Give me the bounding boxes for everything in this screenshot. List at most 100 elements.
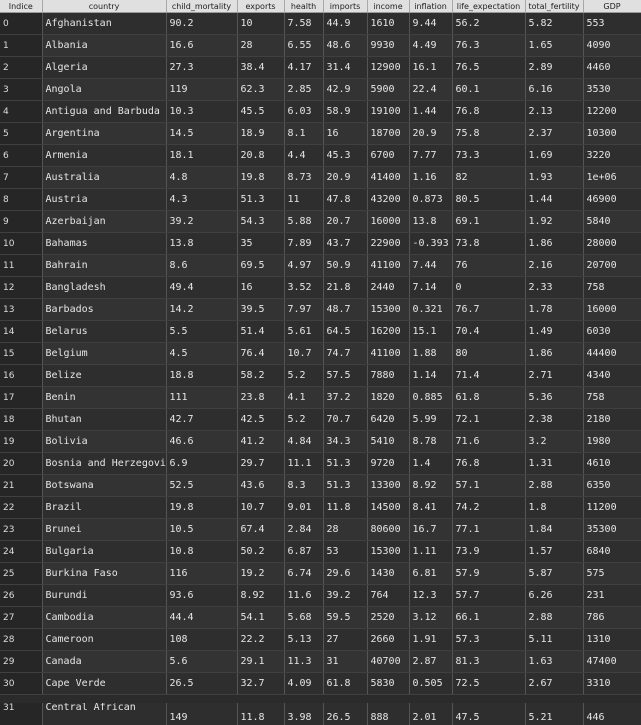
cell-imports[interactable]: 48.7: [323, 298, 368, 321]
cell-imports[interactable]: 11.8: [323, 496, 368, 519]
cell-imports[interactable]: 27: [323, 628, 368, 651]
cell-health[interactable]: 8.3: [284, 474, 324, 497]
cell-exports[interactable]: 69.5: [237, 254, 285, 277]
cell-country[interactable]: Burkina Faso: [42, 562, 167, 585]
cell-health[interactable]: 4.97: [284, 254, 324, 277]
cell-child-mortality[interactable]: 108: [166, 628, 238, 651]
column-header-gdp[interactable]: GDP: [583, 0, 641, 13]
cell-gdp[interactable]: 758: [583, 276, 641, 299]
column-header-total-fertility[interactable]: total_fertility: [525, 0, 584, 13]
cell-health[interactable]: 7.89: [284, 232, 324, 255]
cell-imports[interactable]: 31.4: [323, 56, 368, 79]
cell-gdp[interactable]: 4460: [583, 56, 641, 79]
cell-indice[interactable]: 29: [0, 650, 43, 673]
cell-child-mortality[interactable]: 5.5: [166, 320, 238, 343]
cell-country[interactable]: Armenia: [42, 144, 167, 167]
cell-country[interactable]: Antigua and Barbuda: [42, 100, 167, 123]
table-row[interactable]: 28 Cameroon 108 22.2 5.13 27 2660 1.91 57.3 5.11 1…: [0, 628, 641, 651]
cell-life-expectation[interactable]: 82: [452, 166, 526, 189]
cell-imports[interactable]: 45.3: [323, 144, 368, 167]
table-row[interactable]: 8 Austria 4.3 51.3 11 47.8 43200 0.873 80.5 1.44 4…: [0, 188, 641, 211]
cell-health[interactable]: 4.09: [284, 672, 324, 695]
cell-inflation[interactable]: 1.91: [409, 628, 453, 651]
cell-health[interactable]: 3.52: [284, 276, 324, 299]
cell-indice[interactable]: 13: [0, 298, 43, 321]
cell-life-expectation[interactable]: 72.1: [452, 408, 526, 431]
cell-country[interactable]: Cape Verde: [42, 672, 167, 695]
cell-exports[interactable]: 10.7: [237, 496, 285, 519]
cell-income[interactable]: 19100: [367, 100, 410, 123]
cell-indice[interactable]: 21: [0, 474, 43, 497]
cell-country[interactable]: Albania: [42, 34, 167, 57]
cell-inflation[interactable]: 8.41: [409, 496, 453, 519]
cell-inflation[interactable]: 7.77: [409, 144, 453, 167]
cell-gdp[interactable]: 44400: [583, 342, 641, 365]
cell-exports[interactable]: 32.7: [237, 672, 285, 695]
table-row[interactable]: 24 Bulgaria 10.8 50.2 6.87 53 15300 1.11 73.9 1.5…: [0, 540, 641, 563]
cell-income[interactable]: 2440: [367, 276, 410, 299]
cell-total-fertility[interactable]: 5.11: [525, 628, 584, 651]
cell-gdp[interactable]: 758: [583, 386, 641, 409]
cell-indice[interactable]: 1: [0, 34, 43, 57]
cell-imports[interactable]: 70.7: [323, 408, 368, 431]
cell-exports[interactable]: 54.1: [237, 606, 285, 629]
cell-income[interactable]: 41100: [367, 254, 410, 277]
cell-income[interactable]: 41100: [367, 342, 410, 365]
cell-life-expectation[interactable]: 57.7: [452, 584, 526, 607]
table-row[interactable]: 27 Cambodia 44.4 54.1 5.68 59.5 2520 3.12 66.1 2.…: [0, 606, 641, 629]
cell-exports[interactable]: 50.2: [237, 540, 285, 563]
cell-income[interactable]: 13300: [367, 474, 410, 497]
table-row[interactable]: 29 Canada 5.6 29.1 11.3 31 40700 2.87 81.3 1.63 47…: [0, 650, 641, 673]
cell-indice[interactable]: 8: [0, 188, 43, 211]
cell-life-expectation[interactable]: 73.8: [452, 232, 526, 255]
cell-total-fertility[interactable]: 1.84: [525, 518, 584, 541]
cell-inflation[interactable]: 1.14: [409, 364, 453, 387]
cell-life-expectation[interactable]: 76.8: [452, 100, 526, 123]
cell-inflation[interactable]: 1.11: [409, 540, 453, 563]
cell-life-expectation[interactable]: 73.9: [452, 540, 526, 563]
cell-income[interactable]: 6700: [367, 144, 410, 167]
cell-country[interactable]: Belarus: [42, 320, 167, 343]
cell-exports[interactable]: 16: [237, 276, 285, 299]
cell-life-expectation[interactable]: 81.3: [452, 650, 526, 673]
cell-exports[interactable]: 23.8: [237, 386, 285, 409]
cell-life-expectation[interactable]: 72.5: [452, 672, 526, 695]
cell-gdp[interactable]: 553: [583, 12, 641, 35]
cell-gdp[interactable]: 231: [583, 584, 641, 607]
cell-country[interactable]: Central African: [42, 703, 167, 725]
cell-inflation[interactable]: 9.44: [409, 12, 453, 35]
cell-indice[interactable]: 3: [0, 78, 43, 101]
cell-exports[interactable]: 62.3: [237, 78, 285, 101]
cell-country[interactable]: Cambodia: [42, 606, 167, 629]
cell-health[interactable]: 8.1: [284, 122, 324, 145]
cell-health[interactable]: 5.88: [284, 210, 324, 233]
cell-exports[interactable]: 29.7: [237, 452, 285, 475]
cell-income[interactable]: 16200: [367, 320, 410, 343]
cell-child-mortality[interactable]: 4.3: [166, 188, 238, 211]
cell-total-fertility[interactable]: 1.86: [525, 342, 584, 365]
cell-inflation[interactable]: 7.44: [409, 254, 453, 277]
cell-imports[interactable]: 34.3: [323, 430, 368, 453]
cell-life-expectation[interactable]: 77.1: [452, 518, 526, 541]
cell-imports[interactable]: 61.8: [323, 672, 368, 695]
cell-imports[interactable]: 50.9: [323, 254, 368, 277]
cell-exports[interactable]: 8.92: [237, 584, 285, 607]
cell-gdp[interactable]: 16000: [583, 298, 641, 321]
cell-child-mortality[interactable]: 19.8: [166, 496, 238, 519]
table-row[interactable]: 4 Antigua and Barbuda 10.3 45.5 6.03 58.9 1910…: [0, 100, 641, 123]
cell-inflation[interactable]: 0.505: [409, 672, 453, 695]
cell-exports[interactable]: 20.8: [237, 144, 285, 167]
cell-inflation[interactable]: 7.14: [409, 276, 453, 299]
cell-total-fertility[interactable]: 5.21: [525, 703, 584, 725]
cell-total-fertility[interactable]: 1.63: [525, 650, 584, 673]
cell-income[interactable]: 16000: [367, 210, 410, 233]
cell-gdp[interactable]: 20700: [583, 254, 641, 277]
cell-total-fertility[interactable]: 3.2: [525, 430, 584, 453]
cell-health[interactable]: 6.55: [284, 34, 324, 57]
cell-income[interactable]: 22900: [367, 232, 410, 255]
cell-total-fertility[interactable]: 2.13: [525, 100, 584, 123]
cell-indice[interactable]: 31: [0, 703, 43, 725]
table-row-partial[interactable]: 31 Central African 149 11.8 3.98 26.5 88…: [0, 703, 641, 725]
cell-inflation[interactable]: 3.12: [409, 606, 453, 629]
column-header-child-mortality[interactable]: child_mortality: [166, 0, 238, 13]
